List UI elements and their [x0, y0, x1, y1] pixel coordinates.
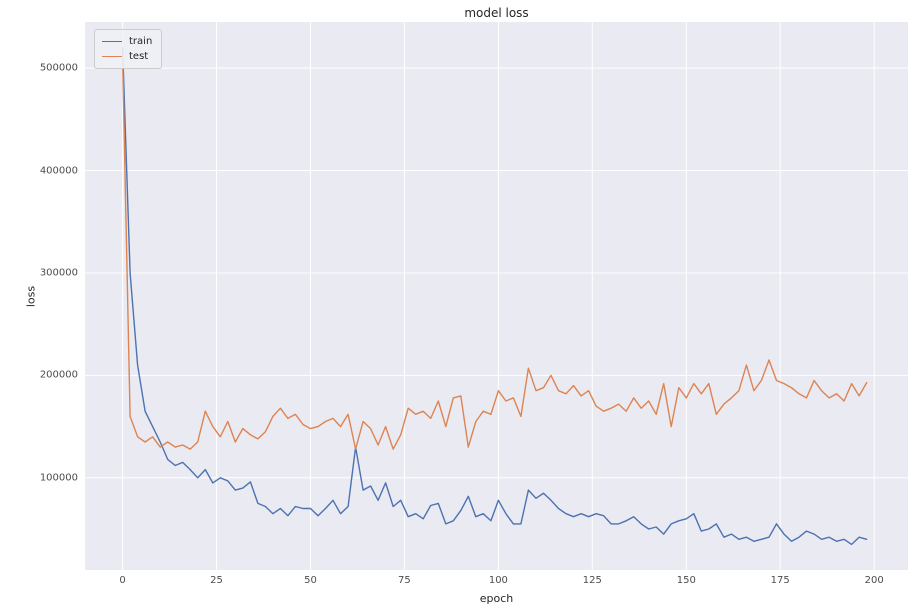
- legend-entry-train: train: [102, 34, 152, 49]
- series-line-test: [121, 57, 868, 450]
- x-tick-label: 175: [770, 575, 790, 586]
- x-tick-label: 125: [582, 575, 602, 586]
- y-tick-label: 200000: [39, 369, 78, 381]
- x-tick-label: 75: [398, 575, 411, 586]
- legend-line-icon: [102, 56, 122, 57]
- y-tick-label: 100000: [39, 472, 78, 484]
- x-tick-label: 50: [304, 575, 317, 586]
- legend-entry-test: test: [102, 49, 152, 64]
- x-tick-label: 0: [119, 575, 126, 586]
- legend-label: test: [129, 51, 149, 62]
- x-tick-label: 100: [488, 575, 508, 586]
- y-axis-label: loss: [24, 285, 38, 308]
- plot-canvas: [85, 22, 908, 570]
- y-tick-label: 500000: [39, 62, 78, 74]
- legend-line-icon: [102, 41, 122, 42]
- x-axis-label: epoch: [479, 592, 514, 605]
- x-tick-label: 200: [864, 575, 884, 586]
- legend-label: train: [129, 36, 153, 47]
- x-tick-label: 150: [676, 575, 696, 586]
- plot-area: train test: [85, 22, 908, 570]
- x-tick-label: 25: [210, 575, 223, 586]
- series-line-train: [121, 46, 868, 546]
- x-axis-ticks: 0 25 50 75 100 125 150 175 200: [0, 575, 919, 589]
- chart-title: model loss: [464, 6, 529, 20]
- legend: train test: [94, 29, 163, 69]
- y-tick-label: 400000: [39, 165, 78, 177]
- y-tick-label: 300000: [39, 267, 78, 279]
